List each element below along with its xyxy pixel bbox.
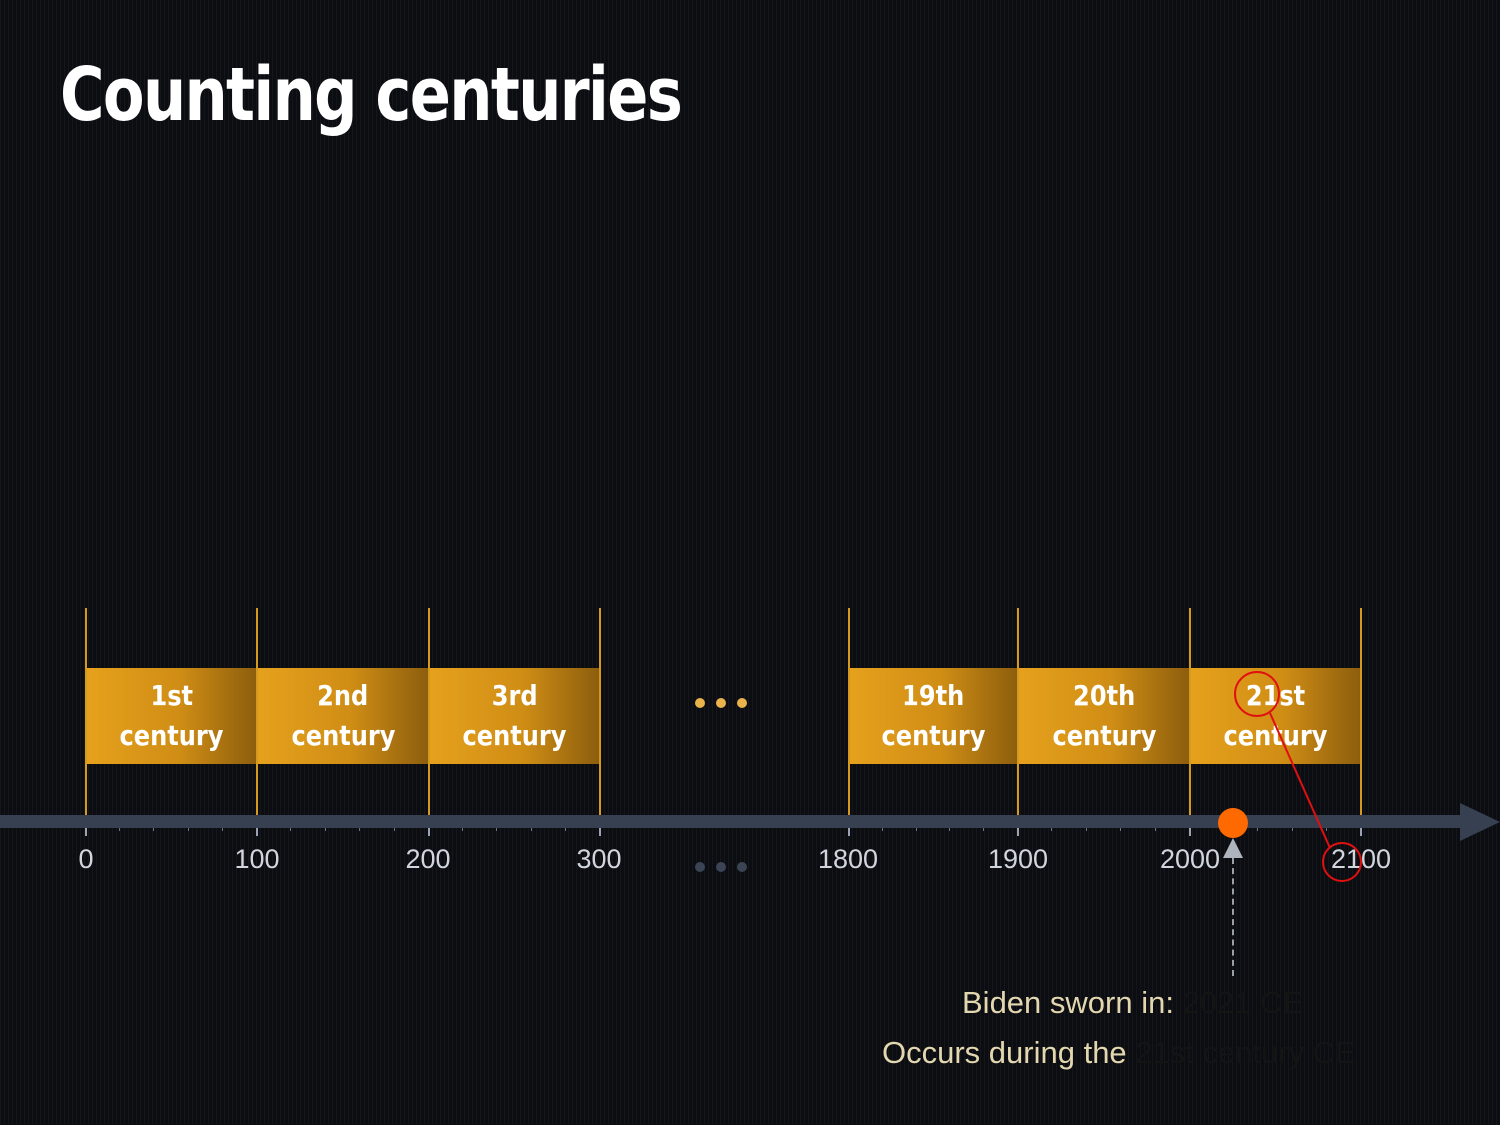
- minor-tick: [393, 828, 395, 831]
- century-word: century: [291, 719, 395, 752]
- century-ordinal: 1st: [150, 679, 193, 712]
- century-word: century: [881, 719, 986, 752]
- century-word: century: [119, 719, 224, 752]
- timeline-axis: [0, 815, 1464, 828]
- tick-label-1800: 1800: [817, 844, 879, 874]
- event-label: Biden sworn in:: [962, 985, 1174, 1020]
- divider-100: [256, 608, 258, 820]
- ellipsis-gray-dots: [695, 862, 747, 872]
- divider-0: [85, 608, 87, 820]
- minor-tick: [1085, 828, 1087, 831]
- tick-1800: [848, 828, 850, 836]
- ellipsis-dot: [716, 698, 726, 708]
- event-during-label: Occurs during the: [882, 1035, 1127, 1070]
- minor-tick: [1154, 828, 1156, 831]
- minor-tick: [1120, 828, 1122, 831]
- divider-2000: [1189, 608, 1191, 820]
- century-word: century: [1223, 719, 1328, 752]
- tick-0: [85, 828, 87, 836]
- century-block-3rd: 3rd century: [430, 668, 599, 764]
- minor-tick: [564, 828, 566, 831]
- event-pointer-dashed-line: [1232, 858, 1234, 976]
- minor-tick: [119, 828, 121, 831]
- tick-300: [599, 828, 601, 836]
- tick-2000: [1189, 828, 1191, 836]
- minor-tick: [221, 828, 223, 831]
- slide-title: Counting centuries: [60, 52, 683, 138]
- minor-tick: [153, 828, 155, 831]
- minor-tick: [359, 828, 361, 831]
- ellipsis-dot: [716, 862, 726, 872]
- ellipsis-dot: [737, 862, 747, 872]
- minor-tick: [881, 828, 883, 831]
- century-word: century: [462, 719, 567, 752]
- event-caption-line-1: Biden sworn in: 2021 CE: [962, 985, 1303, 1021]
- tick-2100: [1360, 828, 1362, 836]
- century-block-19th: 19th century: [850, 668, 1017, 764]
- divider-2100: [1360, 608, 1362, 820]
- event-pointer-arrow-icon: [1223, 838, 1243, 858]
- minor-tick: [915, 828, 917, 831]
- timeline-arrowhead: [1460, 803, 1500, 841]
- tick-label-2000: 2000: [1159, 844, 1221, 874]
- minor-tick: [1325, 828, 1327, 831]
- minor-tick: [1257, 828, 1259, 831]
- minor-tick: [187, 828, 189, 831]
- century-ordinal: 21st: [1245, 679, 1306, 712]
- century-ordinal: 3rd: [491, 679, 538, 712]
- tick-label-1900: 1900: [987, 844, 1049, 874]
- minor-tick: [324, 828, 326, 831]
- minor-tick: [983, 828, 985, 831]
- minor-tick: [949, 828, 951, 831]
- century-ordinal: 2nd: [317, 679, 369, 712]
- minor-tick: [1051, 828, 1053, 831]
- century-block-21st: 21st century: [1191, 668, 1360, 764]
- minor-tick: [1291, 828, 1293, 831]
- tick-label-300: 300: [576, 844, 622, 874]
- divider-1900: [1017, 608, 1019, 820]
- event-marker-dot: [1218, 808, 1248, 838]
- divider-300: [599, 608, 601, 820]
- divider-1800: [848, 608, 850, 820]
- century-ordinal: 19th: [902, 679, 965, 712]
- ellipsis-gold-dots: [695, 698, 747, 708]
- divider-200: [428, 608, 430, 820]
- ellipsis-dot: [737, 698, 747, 708]
- century-ordinal: 20th: [1072, 679, 1136, 712]
- century-block-1st: 1st century: [87, 668, 256, 764]
- tick-label-200: 200: [405, 844, 451, 874]
- minor-tick: [462, 828, 464, 831]
- ellipsis-dot: [695, 862, 705, 872]
- tick-label-100: 100: [234, 844, 280, 874]
- event-caption-line-2: Occurs during the 21st century CE: [882, 1035, 1356, 1071]
- minor-tick: [496, 828, 498, 831]
- tick-200: [428, 828, 430, 836]
- minor-tick: [290, 828, 292, 831]
- century-word: century: [1052, 719, 1156, 752]
- tick-label-2100: 2100: [1330, 844, 1392, 874]
- century-block-20th: 20th century: [1019, 668, 1189, 764]
- ellipsis-dot: [695, 698, 705, 708]
- tick-100: [256, 828, 258, 836]
- minor-tick: [530, 828, 532, 831]
- event-century: 21st century CE: [1135, 1035, 1356, 1070]
- tick-1900: [1017, 828, 1019, 836]
- tick-label-0: 0: [78, 844, 94, 874]
- century-block-2nd: 2nd century: [258, 668, 428, 764]
- event-year: 2021 CE: [1182, 985, 1304, 1020]
